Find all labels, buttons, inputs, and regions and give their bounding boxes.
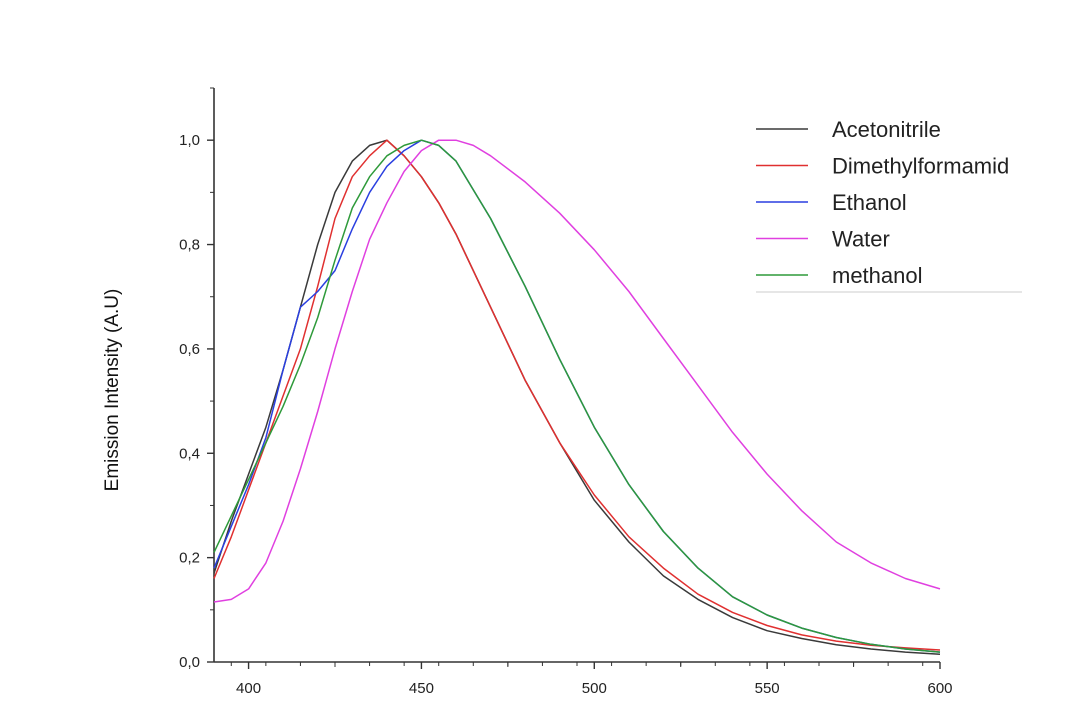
legend-label: methanol xyxy=(832,263,923,288)
y-tick-label: 0,6 xyxy=(179,341,200,358)
legend-label: Acetonitrile xyxy=(832,117,941,142)
series-line-water xyxy=(213,139,941,603)
legend-label: Water xyxy=(832,227,890,252)
y-tick-label: 0,8 xyxy=(179,237,200,254)
x-tick-label: 400 xyxy=(236,680,261,697)
y-axis-title: Emission Intensity (A.U) xyxy=(102,289,123,492)
x-tick-label: 450 xyxy=(409,680,434,697)
y-tick-label: 0,0 xyxy=(179,654,200,671)
legend-label: Ethanol xyxy=(832,190,907,215)
legend-label: Dimethylformamid xyxy=(832,154,1009,179)
legend: Acetonitrile Dimethylformamid Ethanol Water… xyxy=(756,117,1022,293)
series-line-methanol xyxy=(213,139,941,653)
x-tick-label: 600 xyxy=(927,680,952,697)
series-line-dimethylformamid xyxy=(213,139,941,651)
plot-series xyxy=(213,139,941,655)
x-tick-label: 550 xyxy=(755,680,780,697)
y-tick-label: 1,0 xyxy=(179,132,200,149)
y-tick-label: 0,2 xyxy=(179,550,200,567)
x-axis-ticks: 400 450 500 550 600 xyxy=(230,662,953,697)
y-axis-ticks: 0,0 0,2 0,4 0,6 0,8 1,0 xyxy=(179,87,214,671)
y-tick-label: 0,4 xyxy=(179,445,200,462)
x-tick-label: 500 xyxy=(582,680,607,697)
